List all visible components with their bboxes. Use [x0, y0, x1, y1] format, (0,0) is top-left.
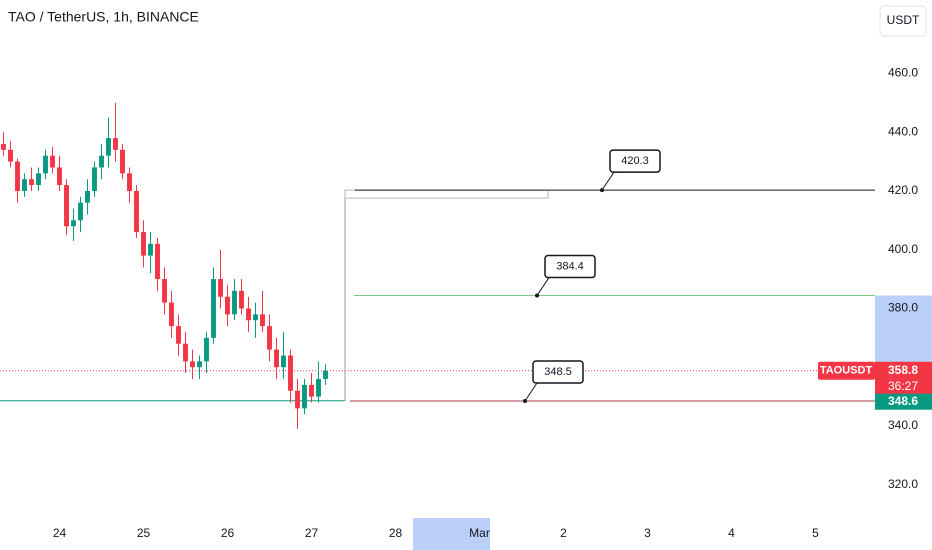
bracket-box	[344, 189, 549, 199]
candle-body	[57, 167, 62, 186]
candle-body	[22, 179, 27, 191]
y-tick-label: 440.0	[888, 124, 918, 138]
candle-body	[162, 279, 167, 303]
y-tick-label: 460.0	[888, 66, 918, 80]
callout-dot	[523, 399, 527, 404]
candle-body	[8, 149, 13, 162]
candle-body	[78, 202, 83, 221]
candle-body	[323, 370, 328, 379]
candle-body	[239, 290, 244, 309]
candle-body	[50, 155, 55, 168]
candle-body	[120, 149, 125, 174]
x-tick-label: 24	[53, 526, 67, 540]
candle-body	[15, 161, 20, 191]
candle-body	[288, 355, 293, 391]
support-badge	[875, 393, 932, 410]
y-tick-label: 320.0	[888, 477, 918, 491]
candle-body	[176, 326, 181, 344]
candle-body	[183, 343, 188, 362]
candle-body	[1, 143, 6, 150]
candle-body	[113, 138, 118, 150]
candle-body	[64, 185, 69, 227]
candle-body	[316, 378, 321, 397]
callout-label: 420.3	[621, 155, 649, 167]
candle-body	[141, 232, 146, 256]
last-price-label: 358.8	[888, 363, 918, 377]
candle-body	[169, 302, 174, 327]
candle-body	[253, 314, 258, 321]
currency-label[interactable]: USDT	[887, 13, 920, 27]
y-tick-label: 420.0	[888, 183, 918, 197]
callout-box	[544, 254, 596, 279]
callout-pointer	[536, 277, 559, 296]
candle-body	[232, 290, 237, 315]
candle-body	[106, 138, 111, 156]
candle-body	[134, 190, 139, 233]
support-label: 348.6	[888, 394, 918, 408]
callout-pointer	[524, 382, 547, 402]
callout-pointer	[601, 171, 624, 191]
candle-body	[85, 190, 90, 203]
y-tick-label: 340.0	[888, 418, 918, 432]
candle-body	[260, 314, 265, 327]
candle-body	[155, 243, 160, 280]
candle-body	[148, 243, 153, 256]
candle-body	[204, 337, 209, 362]
candle-body	[267, 326, 272, 350]
countdown-label: 36:27	[888, 379, 918, 393]
chart-title: TAO / TetherUS, 1h, BINANCE	[8, 9, 199, 25]
x-tick-label: 4	[728, 526, 735, 540]
x-tick-label: 5	[812, 526, 819, 540]
candle-body	[190, 361, 195, 368]
candle-body	[71, 220, 76, 227]
candle-body	[99, 155, 104, 168]
currency-button[interactable]	[879, 5, 927, 37]
x-tick-label: 28	[389, 526, 403, 540]
callout-dot	[600, 188, 604, 193]
callout-box	[609, 149, 661, 173]
callout-box	[532, 360, 584, 384]
callout-dot	[535, 293, 539, 298]
callout-label: 384.4	[556, 260, 584, 272]
x-tick-label: Mar	[469, 526, 490, 540]
candle-body	[92, 167, 97, 191]
symbol-badge	[818, 361, 875, 380]
last-price-badge	[875, 361, 932, 396]
candle-body	[127, 173, 132, 191]
candle-body	[197, 361, 202, 368]
x-highlight	[413, 518, 490, 550]
y-highlight	[875, 295, 932, 371]
candle-body	[309, 384, 314, 397]
candle-body	[246, 308, 251, 321]
candle-body	[274, 349, 279, 368]
callout-label: 348.5	[544, 366, 572, 378]
y-tick-label: 400.0	[888, 242, 918, 256]
x-tick-label: 25	[137, 526, 151, 540]
candle-body	[225, 296, 230, 315]
y-tick-label: 380.0	[888, 301, 918, 315]
symbol-label: TAOUSDT	[820, 365, 873, 377]
candle-body	[302, 384, 307, 409]
candle-body	[36, 173, 41, 186]
candle-body	[281, 355, 286, 368]
candle-body	[43, 155, 48, 174]
candle-body	[295, 390, 300, 409]
x-tick-label: 26	[221, 526, 235, 540]
x-tick-label: 3	[644, 526, 651, 540]
x-tick-label: 27	[305, 526, 319, 540]
x-tick-label: 2	[560, 526, 567, 540]
candle-body	[218, 279, 223, 297]
candle-body	[29, 179, 34, 186]
candle-body	[211, 279, 216, 338]
